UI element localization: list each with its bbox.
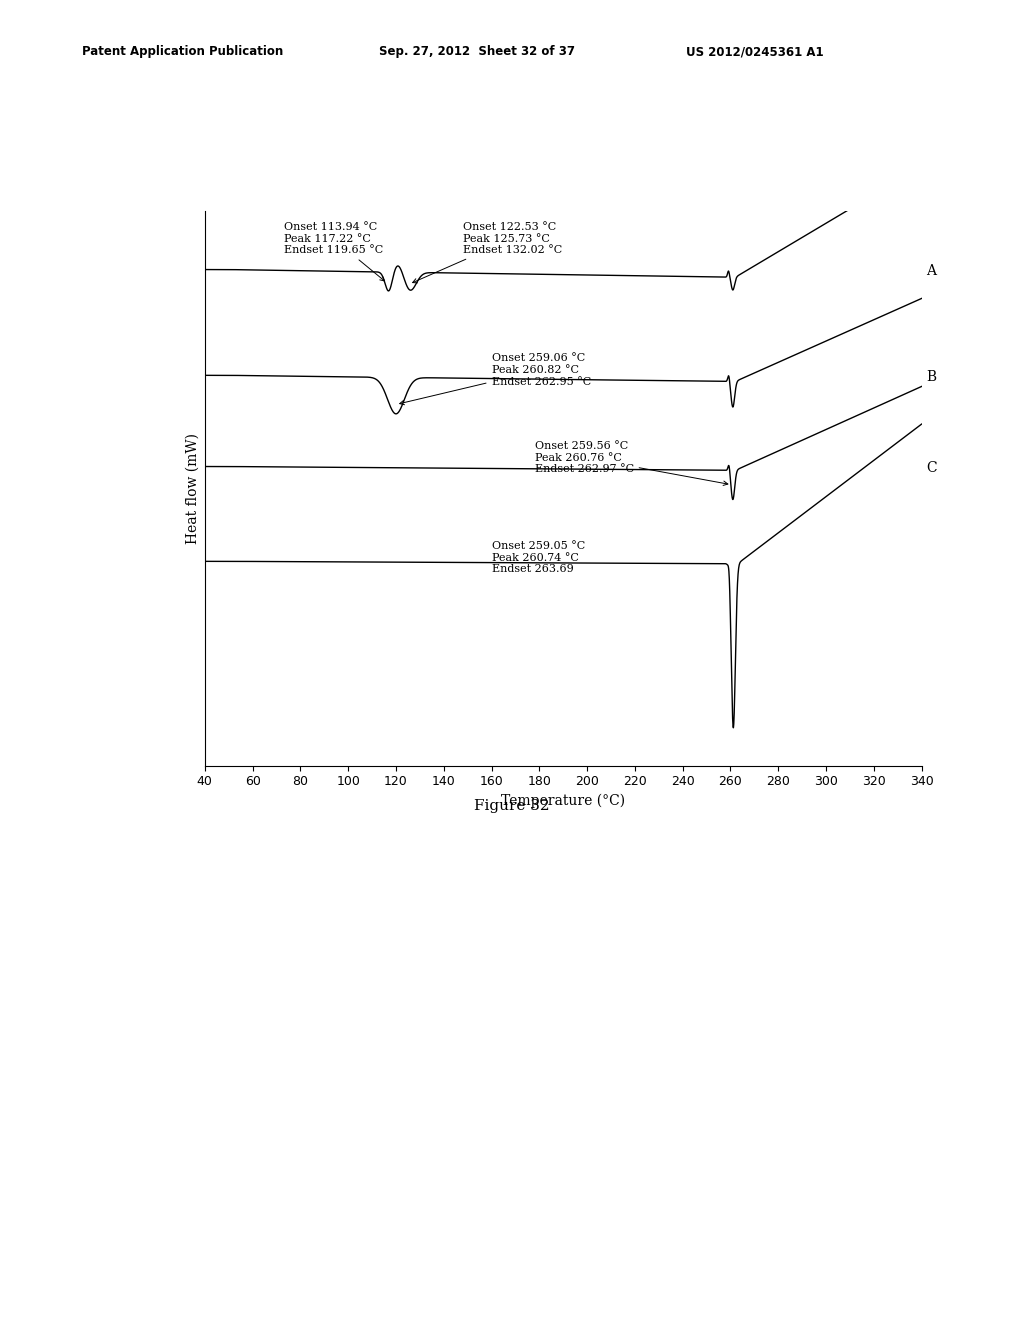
Text: Patent Application Publication: Patent Application Publication bbox=[82, 45, 284, 58]
Text: C: C bbox=[927, 461, 937, 475]
Text: A: A bbox=[927, 264, 936, 279]
X-axis label: Temperature (°C): Temperature (°C) bbox=[501, 793, 626, 808]
Text: Onset 259.56 °C
Peak 260.76 °C
Endset 262.97 °C: Onset 259.56 °C Peak 260.76 °C Endset 26… bbox=[535, 441, 728, 486]
Text: Onset 259.06 °C
Peak 260.82 °C
Endset 262.95 °C: Onset 259.06 °C Peak 260.82 °C Endset 26… bbox=[399, 354, 591, 405]
Text: Figure 32: Figure 32 bbox=[474, 799, 550, 813]
Text: Sep. 27, 2012  Sheet 32 of 37: Sep. 27, 2012 Sheet 32 of 37 bbox=[379, 45, 574, 58]
Y-axis label: Heat flow (mW): Heat flow (mW) bbox=[185, 433, 200, 544]
Text: B: B bbox=[927, 370, 937, 384]
Text: Onset 122.53 °C
Peak 125.73 °C
Endset 132.02 °C: Onset 122.53 °C Peak 125.73 °C Endset 13… bbox=[413, 222, 562, 282]
Text: US 2012/0245361 A1: US 2012/0245361 A1 bbox=[686, 45, 823, 58]
Text: Onset 259.05 °C
Peak 260.74 °C
Endset 263.69: Onset 259.05 °C Peak 260.74 °C Endset 26… bbox=[492, 541, 585, 574]
Text: Onset 113.94 °C
Peak 117.22 °C
Endset 119.65 °C: Onset 113.94 °C Peak 117.22 °C Endset 11… bbox=[284, 222, 385, 281]
